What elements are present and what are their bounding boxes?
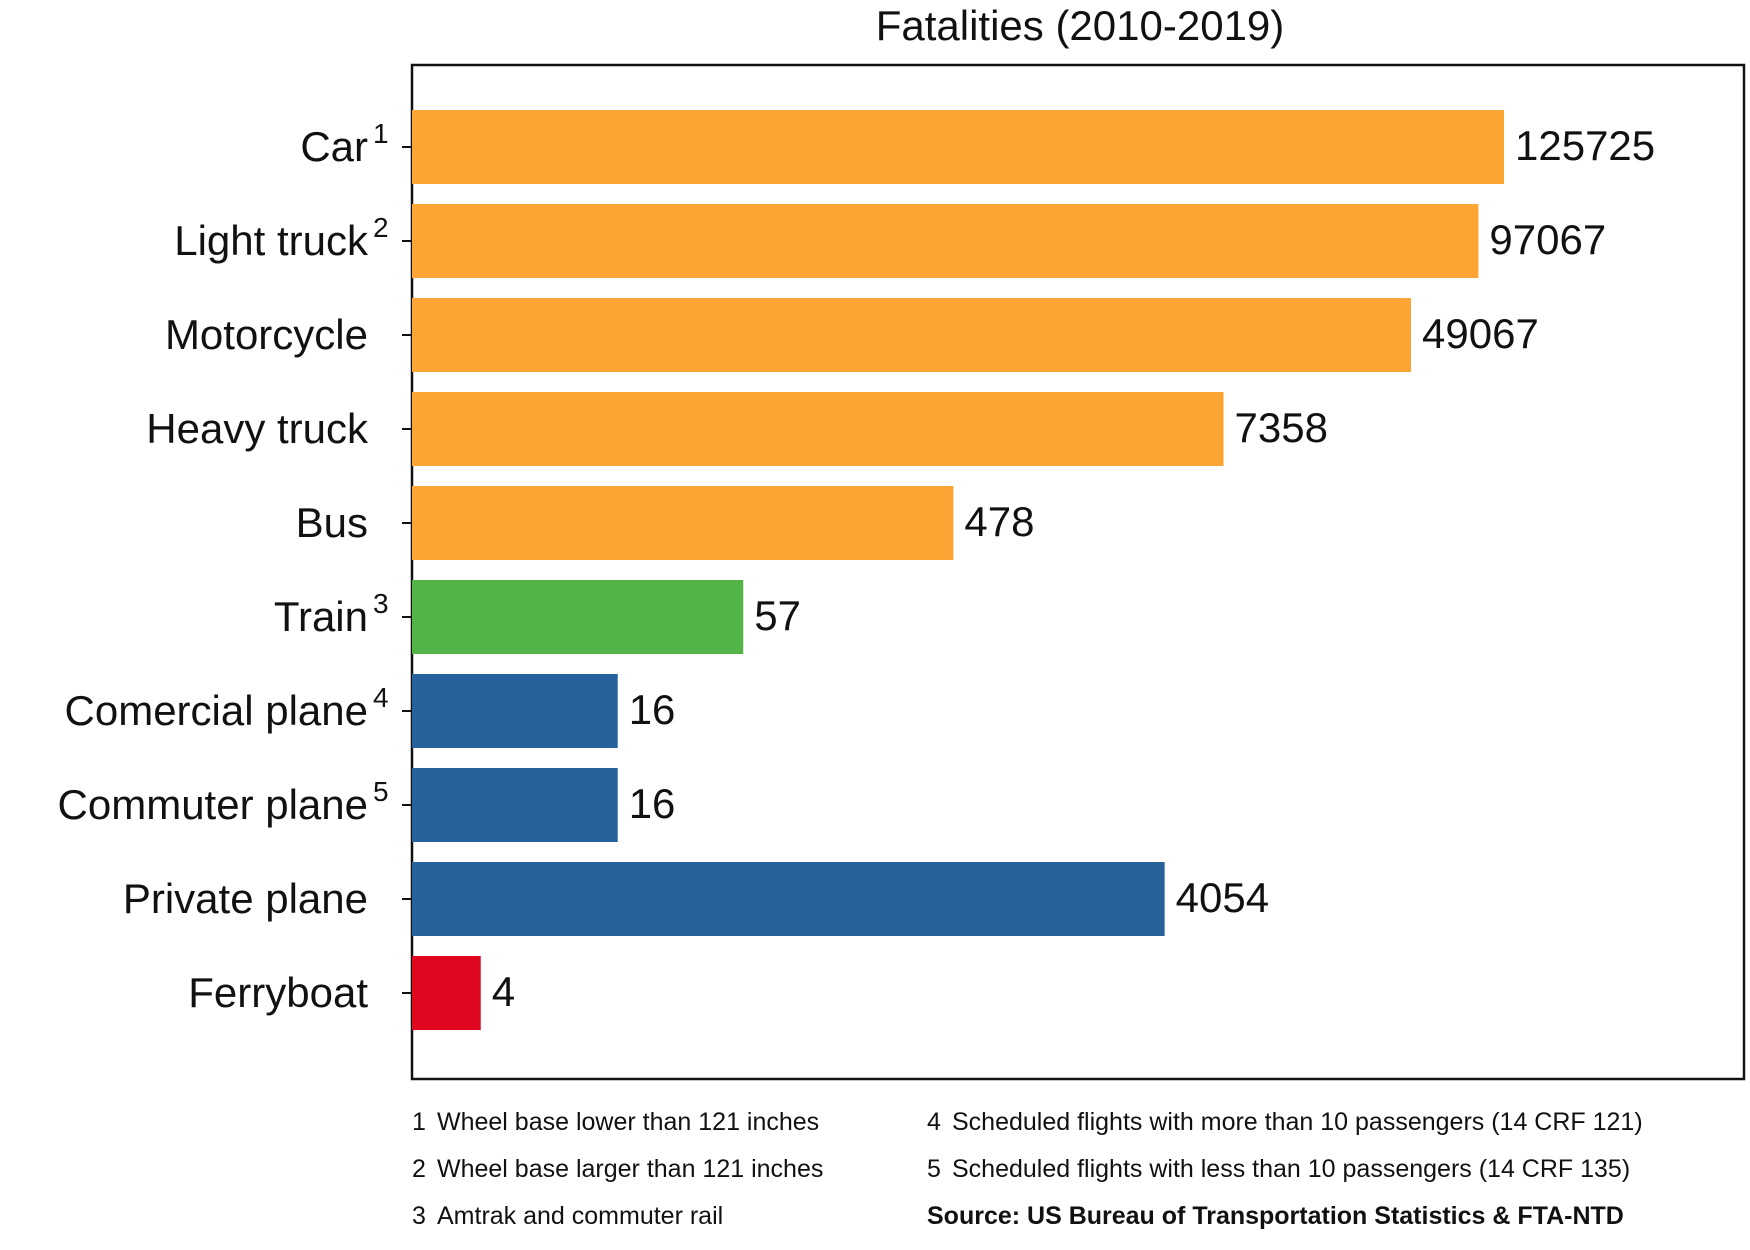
footnote-number: 2: [412, 1155, 426, 1183]
chart-title: Fatalities (2010-2019): [876, 2, 1285, 49]
bar-value-label: 7358: [1235, 404, 1328, 451]
footnote-marker: 4: [373, 682, 389, 713]
category-label: Train: [274, 593, 368, 640]
bar-value-label: 16: [629, 686, 676, 733]
footnote-number: 4: [927, 1108, 941, 1136]
bar: [412, 580, 744, 654]
bar: [412, 486, 954, 560]
category-label: Car: [300, 123, 368, 170]
footnote-1: 1 Wheel base lower than 121 inches: [412, 1108, 819, 1137]
footnote-text: Wheel base larger than 121 inches: [437, 1155, 824, 1183]
source-note: Source: US Bureau of Transportation Stat…: [927, 1202, 1624, 1230]
category-label: Commuter plane: [58, 781, 368, 828]
footnote-text: Wheel base lower than 121 inches: [437, 1108, 820, 1136]
category-label: Bus: [296, 499, 368, 546]
category-label: Light truck: [174, 217, 369, 264]
plot-area-frame: [410, 63, 1746, 1081]
footnote-5: 5 Scheduled flights with less than 10 pas…: [927, 1155, 1630, 1184]
bar: [412, 298, 1412, 372]
footnote-text: Scheduled flights with less than 10 pass…: [952, 1155, 1631, 1183]
footnote-3: 3 Amtrak and commuter rail: [412, 1202, 723, 1231]
footnote-marker: 1: [373, 118, 389, 149]
footnote-marker: 5: [373, 776, 389, 807]
bar: [412, 204, 1479, 278]
category-label: Heavy truck: [146, 405, 369, 452]
footnote-number: 3: [412, 1202, 426, 1230]
footnote-number: 5: [927, 1155, 941, 1183]
bar-value-label: 16: [629, 780, 676, 827]
footnote-4: 4 Scheduled flights with more than 10 pas…: [927, 1108, 1643, 1137]
bar: [412, 862, 1165, 936]
bar-value-label: 4: [492, 968, 515, 1015]
category-label: Comercial plane: [65, 687, 368, 734]
bar: [412, 392, 1224, 466]
footnote-text: Amtrak and commuter rail: [437, 1202, 724, 1230]
footnote-marker: 3: [373, 588, 389, 619]
category-label: Ferryboat: [188, 969, 368, 1016]
category-label: Motorcycle: [165, 311, 368, 358]
bar-value-label: 478: [964, 498, 1034, 545]
bar-value-label: 4054: [1176, 874, 1269, 921]
bar-value-label: 97067: [1489, 216, 1606, 263]
bar-value-label: 49067: [1422, 310, 1539, 357]
footnote-2: 2 Wheel base larger than 121 inches: [412, 1155, 823, 1184]
footnote-marker: 2: [373, 212, 389, 243]
bar: [412, 956, 481, 1030]
bar-value-label: 125725: [1515, 122, 1655, 169]
footnote-number: 1: [412, 1108, 426, 1136]
footnote-text: Scheduled flights with more than 10 pass…: [952, 1108, 1643, 1136]
bar: [412, 674, 618, 748]
bar: [412, 768, 618, 842]
bar: [412, 110, 1504, 184]
bars-group: 125725 Car 1 97067 Light truck 2 49067 Motorcyc…: [58, 110, 1655, 1030]
category-label: Private plane: [123, 875, 368, 922]
bar-value-label: 57: [754, 592, 801, 639]
